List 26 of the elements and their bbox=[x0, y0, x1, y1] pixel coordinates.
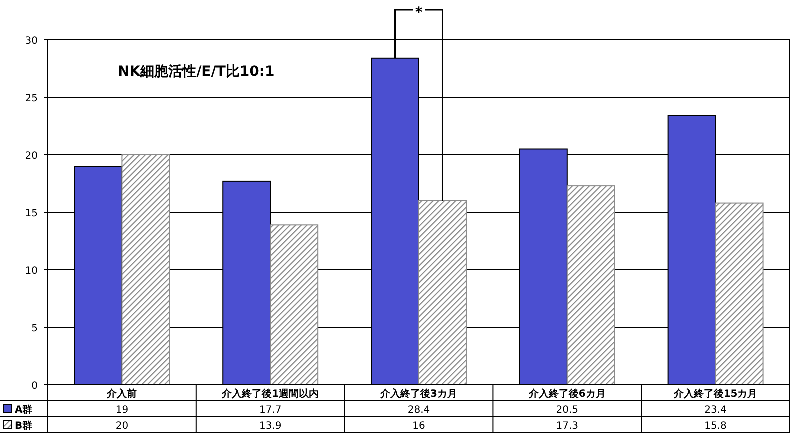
y-tick-label: 30 bbox=[25, 36, 38, 47]
x-tick-label: 介入終了後15カ月 bbox=[672, 388, 758, 400]
y-tick-label: 10 bbox=[25, 266, 38, 277]
data-label: 13.9 bbox=[259, 421, 282, 432]
data-label: 23.4 bbox=[704, 405, 727, 416]
x-tick-label: 介入終了後3カ月 bbox=[380, 388, 458, 400]
annotation: * bbox=[415, 5, 424, 21]
legend-label: A群 bbox=[15, 404, 33, 416]
legend-label: B群 bbox=[15, 420, 33, 432]
x-tick-label: 介入終了後6カ月 bbox=[528, 388, 606, 400]
data-label: 20 bbox=[116, 421, 129, 432]
y-tick-label: 0 bbox=[32, 381, 38, 392]
y-tick-label: 15 bbox=[25, 208, 38, 220]
data-label: 15.8 bbox=[704, 421, 727, 432]
data-label: 16 bbox=[412, 421, 426, 432]
data-label: 28.4 bbox=[408, 405, 430, 416]
y-tick-label: 20 bbox=[25, 151, 38, 162]
x-tick-label: 介入前 bbox=[106, 388, 138, 400]
x-tick-label: 介入終了後1週間以内 bbox=[221, 388, 320, 400]
data-label: 17.3 bbox=[556, 421, 579, 432]
text: NK細胞活性/E/T比10:1 bbox=[118, 64, 275, 80]
y-tick-label: 5 bbox=[32, 324, 38, 334]
y-tick-label: 25 bbox=[25, 94, 38, 104]
data-label: 20.5 bbox=[556, 405, 579, 416]
data-label: 19 bbox=[116, 405, 129, 416]
data-label: 17.7 bbox=[259, 405, 282, 416]
